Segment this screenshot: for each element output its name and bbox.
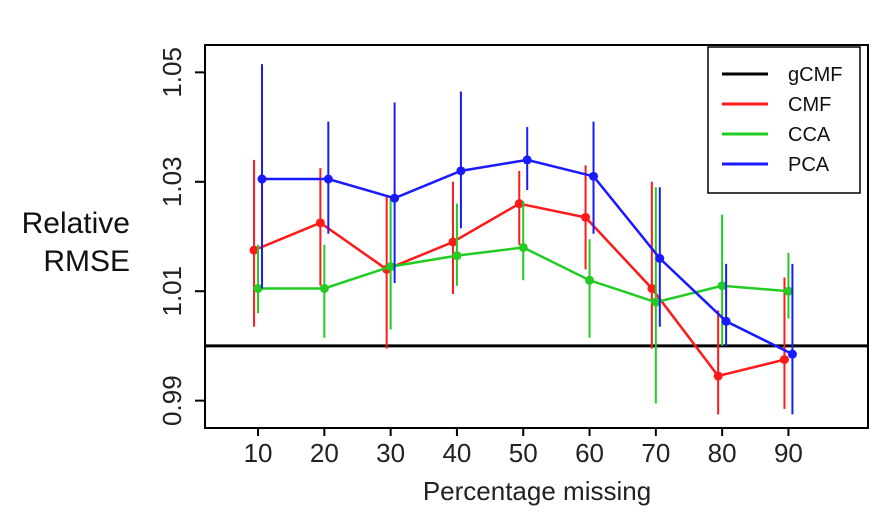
x-tick-label: 10 (244, 438, 273, 468)
cca-point (319, 283, 329, 293)
pca-point (655, 253, 665, 263)
legend: gCMF CMF CCA PCA (707, 46, 861, 194)
legend-entry-label: gCMF (788, 64, 842, 86)
plot-frame (204, 44, 869, 429)
pca-point (456, 166, 466, 176)
cmf-point (448, 237, 458, 247)
cmf-point (647, 283, 657, 293)
x-tick-label: 20 (310, 438, 339, 468)
cca-point (585, 275, 595, 285)
series-pca (257, 64, 797, 415)
cmf-point (713, 371, 723, 381)
pca-point (787, 349, 797, 359)
pca-point (257, 174, 267, 184)
pca-point (323, 174, 333, 184)
cca-point (452, 251, 462, 261)
y-axis-label-line-2: RMSE (43, 245, 130, 278)
x-tick-label: 40 (442, 438, 471, 468)
series-cmf (249, 159, 789, 415)
pca-point (721, 316, 731, 326)
x-tick-label: 70 (641, 438, 670, 468)
y-tick-label: 1.03 (157, 156, 187, 207)
pca-point (589, 171, 599, 181)
cmf-point (315, 218, 325, 228)
cca-point (783, 286, 793, 296)
cmf-point (581, 212, 591, 222)
legend-entry-label: CCA (788, 124, 831, 146)
legend-entry-label: CMF (788, 94, 831, 116)
y-tick-label: 1.01 (157, 266, 187, 317)
cmf-point (779, 355, 789, 365)
x-tick-label: 50 (509, 438, 538, 468)
cca-point (651, 297, 661, 307)
pca-point (390, 193, 400, 203)
x-tick-label: 60 (575, 438, 604, 468)
cca-point (518, 242, 528, 252)
y-tick-label: 1.05 (157, 47, 187, 98)
x-tick-label: 30 (376, 438, 405, 468)
y-axis-label-line-1: Relative (21, 207, 130, 240)
cmf-point (514, 199, 524, 209)
x-axis-label: Percentage missing (423, 476, 651, 506)
cca-point (386, 262, 396, 272)
x-tick-label: 90 (774, 438, 803, 468)
series-cca (253, 187, 793, 404)
legend-box (707, 46, 861, 194)
y-axis-label: Relative RMSE (0, 205, 130, 281)
cca-point (717, 281, 727, 291)
cmf-point (249, 245, 259, 255)
cca-point (253, 283, 263, 293)
y-tick-label: 0.99 (157, 375, 187, 426)
plot-layer: 0.99 1.01 1.03 1.05 10 20 30 40 50 60 70 80 90 (157, 44, 869, 468)
legend-entry-label: PCA (788, 154, 830, 176)
pca-point (522, 155, 532, 165)
x-tick-label: 80 (708, 438, 737, 468)
